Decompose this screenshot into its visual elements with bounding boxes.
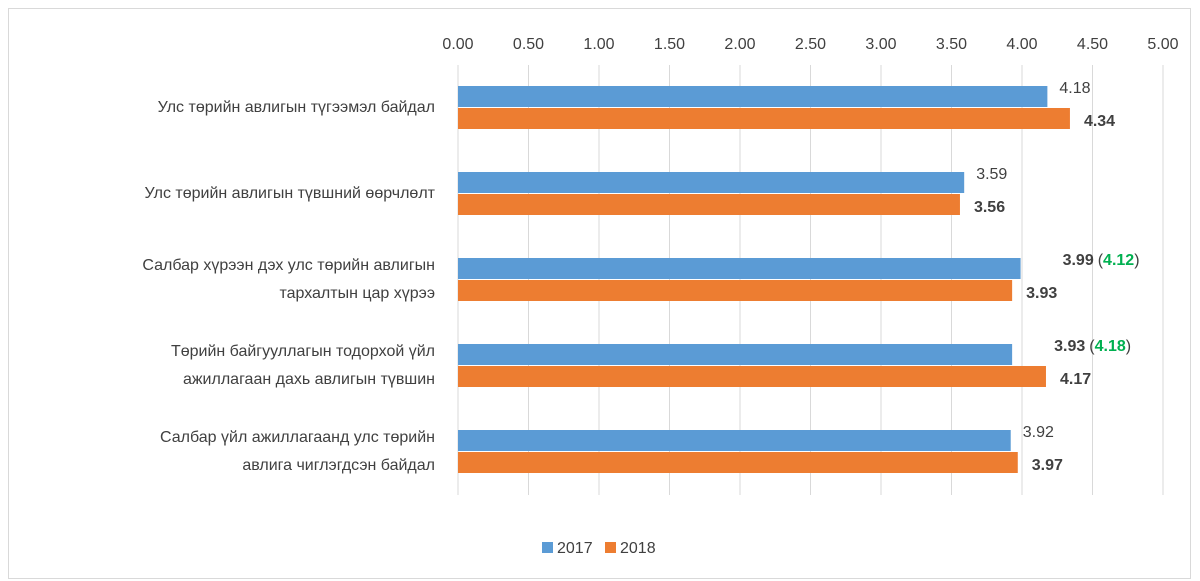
data-label-value: 3.99 — [1063, 252, 1094, 269]
x-tick-label: 5.00 — [1147, 36, 1178, 53]
bracket: ( — [1098, 252, 1104, 269]
legend-label: 2017 — [557, 540, 593, 557]
legend-label: 2018 — [620, 540, 656, 557]
legend-swatch — [542, 542, 553, 553]
category-label: ажиллагаан дахь авлигын түвшин — [183, 371, 435, 388]
data-label: 3.99 (4.12) — [1063, 252, 1140, 269]
bar — [458, 280, 1013, 301]
bracket: ( — [1089, 338, 1095, 355]
x-tick-label: 3.50 — [936, 36, 967, 53]
bar — [458, 172, 965, 193]
category-label: Улс төрийн авлигын түвшний өөрчлөлт — [145, 185, 436, 202]
bar — [458, 344, 1013, 365]
data-label: 3.93 — [1026, 285, 1057, 302]
x-tick-label: 4.00 — [1006, 36, 1037, 53]
data-label: 3.59 — [976, 166, 1007, 183]
bar — [458, 194, 960, 215]
category-label: Улс төрийн авлигын түгээмэл байдал — [158, 99, 435, 116]
data-label-value: 4.18 — [1059, 80, 1090, 97]
category-label: Салбар хүрээн дэх улс төрийн авлигын — [142, 257, 435, 274]
data-label: 3.56 — [974, 199, 1005, 216]
secondary-label: 4.18 — [1095, 338, 1126, 355]
data-label: 3.97 — [1032, 457, 1063, 474]
bar — [458, 86, 1048, 107]
data-label: 3.93 (4.18) — [1054, 338, 1131, 355]
data-label-value: 3.92 — [1023, 424, 1054, 441]
x-tick-label: 2.50 — [795, 36, 826, 53]
x-tick-label: 1.50 — [654, 36, 685, 53]
legend-swatch — [605, 542, 616, 553]
x-tick-label: 0.00 — [442, 36, 473, 53]
bracket: ) — [1126, 338, 1131, 355]
data-label: 4.18 — [1059, 80, 1090, 97]
bracket: ) — [1134, 252, 1139, 269]
data-label-value: 3.93 — [1054, 338, 1085, 355]
bar — [458, 108, 1070, 129]
secondary-label: 4.12 — [1103, 252, 1134, 269]
category-label: Төрийн байгууллагын тодорхой үйл — [171, 343, 435, 360]
data-label: 3.92 — [1023, 424, 1054, 441]
x-tick-label: 0.50 — [513, 36, 544, 53]
data-label: 4.34 — [1084, 113, 1115, 130]
data-label-value: 3.59 — [976, 166, 1007, 183]
category-label: тархалтын цар хүрээ — [279, 285, 435, 302]
category-label: Салбар үйл ажиллагаанд улс төрийн — [160, 429, 435, 446]
category-label: авлига чиглэгдсэн байдал — [242, 457, 435, 474]
x-tick-label: 3.00 — [865, 36, 896, 53]
data-label: 4.17 — [1060, 371, 1091, 388]
bar — [458, 258, 1021, 279]
x-tick-label: 2.00 — [724, 36, 755, 53]
bar — [458, 452, 1018, 473]
bar — [458, 430, 1011, 451]
x-tick-label: 1.00 — [583, 36, 614, 53]
bar — [458, 366, 1046, 387]
x-tick-label: 4.50 — [1077, 36, 1108, 53]
